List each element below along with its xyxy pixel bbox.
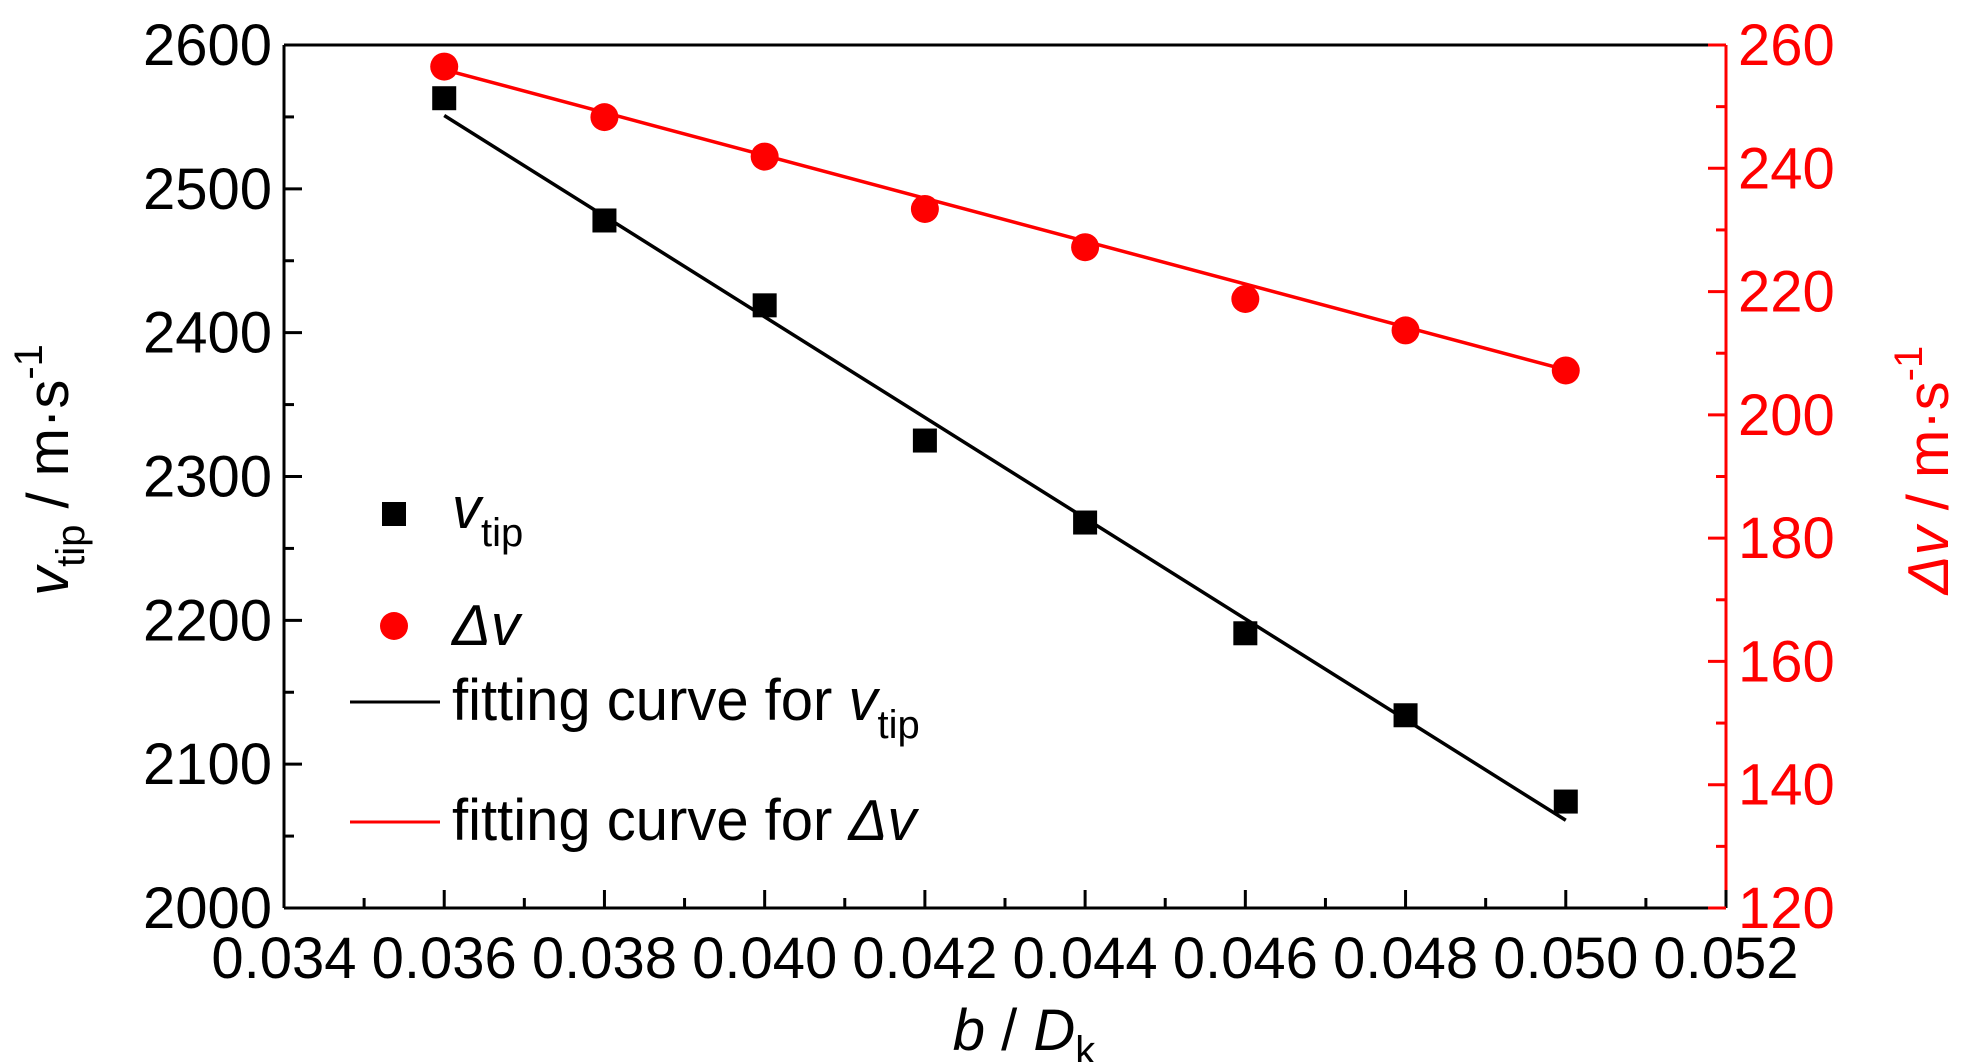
right-tick-label: 220 <box>1738 260 1835 325</box>
x-axis-title-main: b <box>953 998 985 1062</box>
fit-line-0 <box>443 113 1567 822</box>
left-axis-title-sup: -1 <box>7 344 51 380</box>
left-tick-label: 2100 <box>143 732 272 797</box>
legend-label-vtip: vtip <box>452 476 523 555</box>
right-axis-title-var: Δv <box>1896 523 1961 596</box>
right-tick-label: 180 <box>1738 506 1835 571</box>
left-axis-title-sub: tip <box>49 525 93 567</box>
point-dv <box>590 103 619 132</box>
fit-line-1 <box>443 67 1567 372</box>
fit-lines <box>443 67 1567 822</box>
point-dv <box>1391 316 1420 345</box>
right-tick-label: 200 <box>1738 383 1835 448</box>
x-axis-title-sep: / <box>985 998 1033 1062</box>
x-tick-label: 0.036 <box>372 926 517 991</box>
x-tick-label: 0.048 <box>1333 926 1478 991</box>
left-tick-label: 2400 <box>143 301 272 366</box>
point-dv <box>1071 233 1100 262</box>
point-dv <box>910 194 939 223</box>
x-tick-label: 0.040 <box>692 926 837 991</box>
legend-label-fit-vtip: fitting curve for vtip <box>452 668 920 747</box>
point-vtip <box>1393 703 1418 728</box>
x-axis-title-var: D <box>1033 998 1075 1062</box>
point-dv <box>750 142 779 171</box>
left-axis-title: vtip / m·s-1 <box>7 344 93 596</box>
point-vtip <box>752 293 777 318</box>
right-tick-label: 140 <box>1738 753 1835 818</box>
legend-label-fit-dv: fitting curve for Δv <box>452 788 919 853</box>
left-tick-label: 2000 <box>143 876 272 941</box>
point-vtip <box>592 208 617 233</box>
point-vtip <box>1233 621 1258 646</box>
data-marks <box>430 52 1580 814</box>
left-tick-label: 2300 <box>143 445 272 510</box>
point-dv <box>430 52 459 81</box>
x-tick-label: 0.046 <box>1173 926 1318 991</box>
point-dv <box>1551 356 1580 385</box>
x-axis-title: b / Dk <box>953 998 1097 1062</box>
right-axis-title: Δv / m·s-1 <box>1887 346 1961 596</box>
x-tick-label: 0.044 <box>1013 926 1158 991</box>
legend: vtip Δv fitting curve for vtip fitting c… <box>350 476 920 853</box>
x-tick-label: 0.042 <box>852 926 997 991</box>
x-tick-label: 0.034 <box>211 926 356 991</box>
point-vtip <box>1073 510 1098 535</box>
left-axis-title-var: v <box>16 564 81 596</box>
right-axis-title-unit: / m·s <box>1896 381 1961 526</box>
left-tick-label: 2500 <box>143 157 272 222</box>
legend-label-dv: Δv <box>450 593 523 658</box>
legend-marker-dv <box>380 612 408 640</box>
x-axis-title-sub: k <box>1075 1029 1096 1062</box>
point-vtip <box>912 428 937 453</box>
left-axis-title-unit: / m·s <box>16 380 81 525</box>
left-tick-label: 2600 <box>143 13 272 78</box>
point-vtip <box>1553 789 1578 814</box>
legend-marker-vtip <box>382 502 406 526</box>
point-vtip <box>432 86 457 111</box>
right-tick-label: 240 <box>1738 136 1835 201</box>
x-tick-label: 0.038 <box>532 926 677 991</box>
axes: 0.034 0.036 0.038 0.040 0.042 0.044 0.046 0.048… <box>143 13 1835 991</box>
x-tick-label: 0.050 <box>1493 926 1638 991</box>
point-dv <box>1231 284 1260 313</box>
right-tick-label: 120 <box>1738 876 1835 941</box>
x-tick-label: 0.052 <box>1653 926 1798 991</box>
right-tick-label: 260 <box>1738 13 1835 78</box>
right-axis-title-sup: -1 <box>1887 346 1931 382</box>
left-tick-label: 2200 <box>143 588 272 653</box>
right-tick-label: 160 <box>1738 629 1835 694</box>
